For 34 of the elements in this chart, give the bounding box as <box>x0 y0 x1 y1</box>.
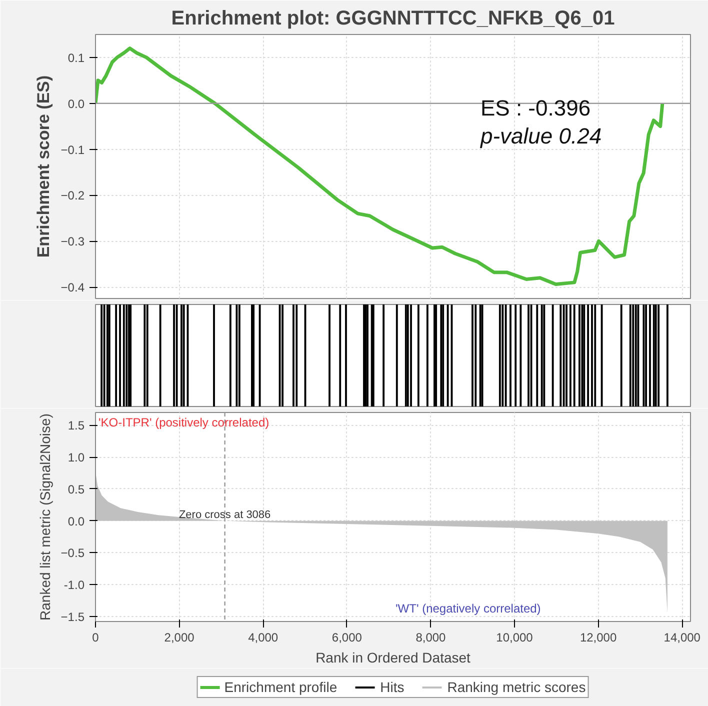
y-tick-label: −0.2 <box>60 188 85 203</box>
x-tick-label: 10,000 <box>496 630 534 644</box>
annotation: ES : -0.396 <box>480 96 591 120</box>
annotation: p-value 0.24 <box>480 124 602 148</box>
legend-label: Hits <box>380 679 404 695</box>
y-tick-label: 1.5 <box>68 418 85 433</box>
x-tick-label: 14,000 <box>664 630 701 644</box>
y-tick-label: −0.4 <box>60 280 85 295</box>
y-tick-label: −0.3 <box>60 234 85 249</box>
chart-title: Enrichment plot: GGGNNTTTCC_NFKB_Q6_01 <box>171 8 615 30</box>
y-tick-label: −0.1 <box>60 142 85 157</box>
y-tick-label: 0.1 <box>68 50 85 65</box>
y-tick-label: −1.5 <box>60 610 85 624</box>
x-tick-label: 8,000 <box>416 630 446 644</box>
ref-line-label: Zero cross at 3086 <box>178 508 271 521</box>
y-axis-title: Ranked list metric (Signal2Noise) <box>36 414 53 620</box>
y-tick-label: 1.0 <box>68 450 85 465</box>
y-tick-label: 0.0 <box>68 514 85 528</box>
y-tick-label: −0.5 <box>60 546 85 560</box>
x-tick-label: 2,000 <box>164 630 195 644</box>
x-tick-label: 0 <box>92 630 100 644</box>
x-tick-label: 6,000 <box>332 630 362 644</box>
x-tick-label: 4,000 <box>248 630 278 644</box>
y-tick-label: 0.0 <box>68 96 85 111</box>
y-tick-label: 0.5 <box>68 482 85 496</box>
y-axis-title: Enrichment score (ES) <box>34 75 53 258</box>
annotation: 'WT' (negatively correlated) <box>396 602 541 616</box>
x-tick-label: 12,000 <box>580 630 617 644</box>
legend-label: Enrichment profile <box>224 679 338 695</box>
line-series <box>96 46 664 286</box>
y-tick-label: -1.0 <box>64 578 85 592</box>
legend-label: Ranking metric scores <box>447 679 586 695</box>
annotation: 'KO-ITPR' (positively correlated) <box>98 416 270 430</box>
x-axis-title: Rank in Ordered Dataset <box>316 650 471 666</box>
